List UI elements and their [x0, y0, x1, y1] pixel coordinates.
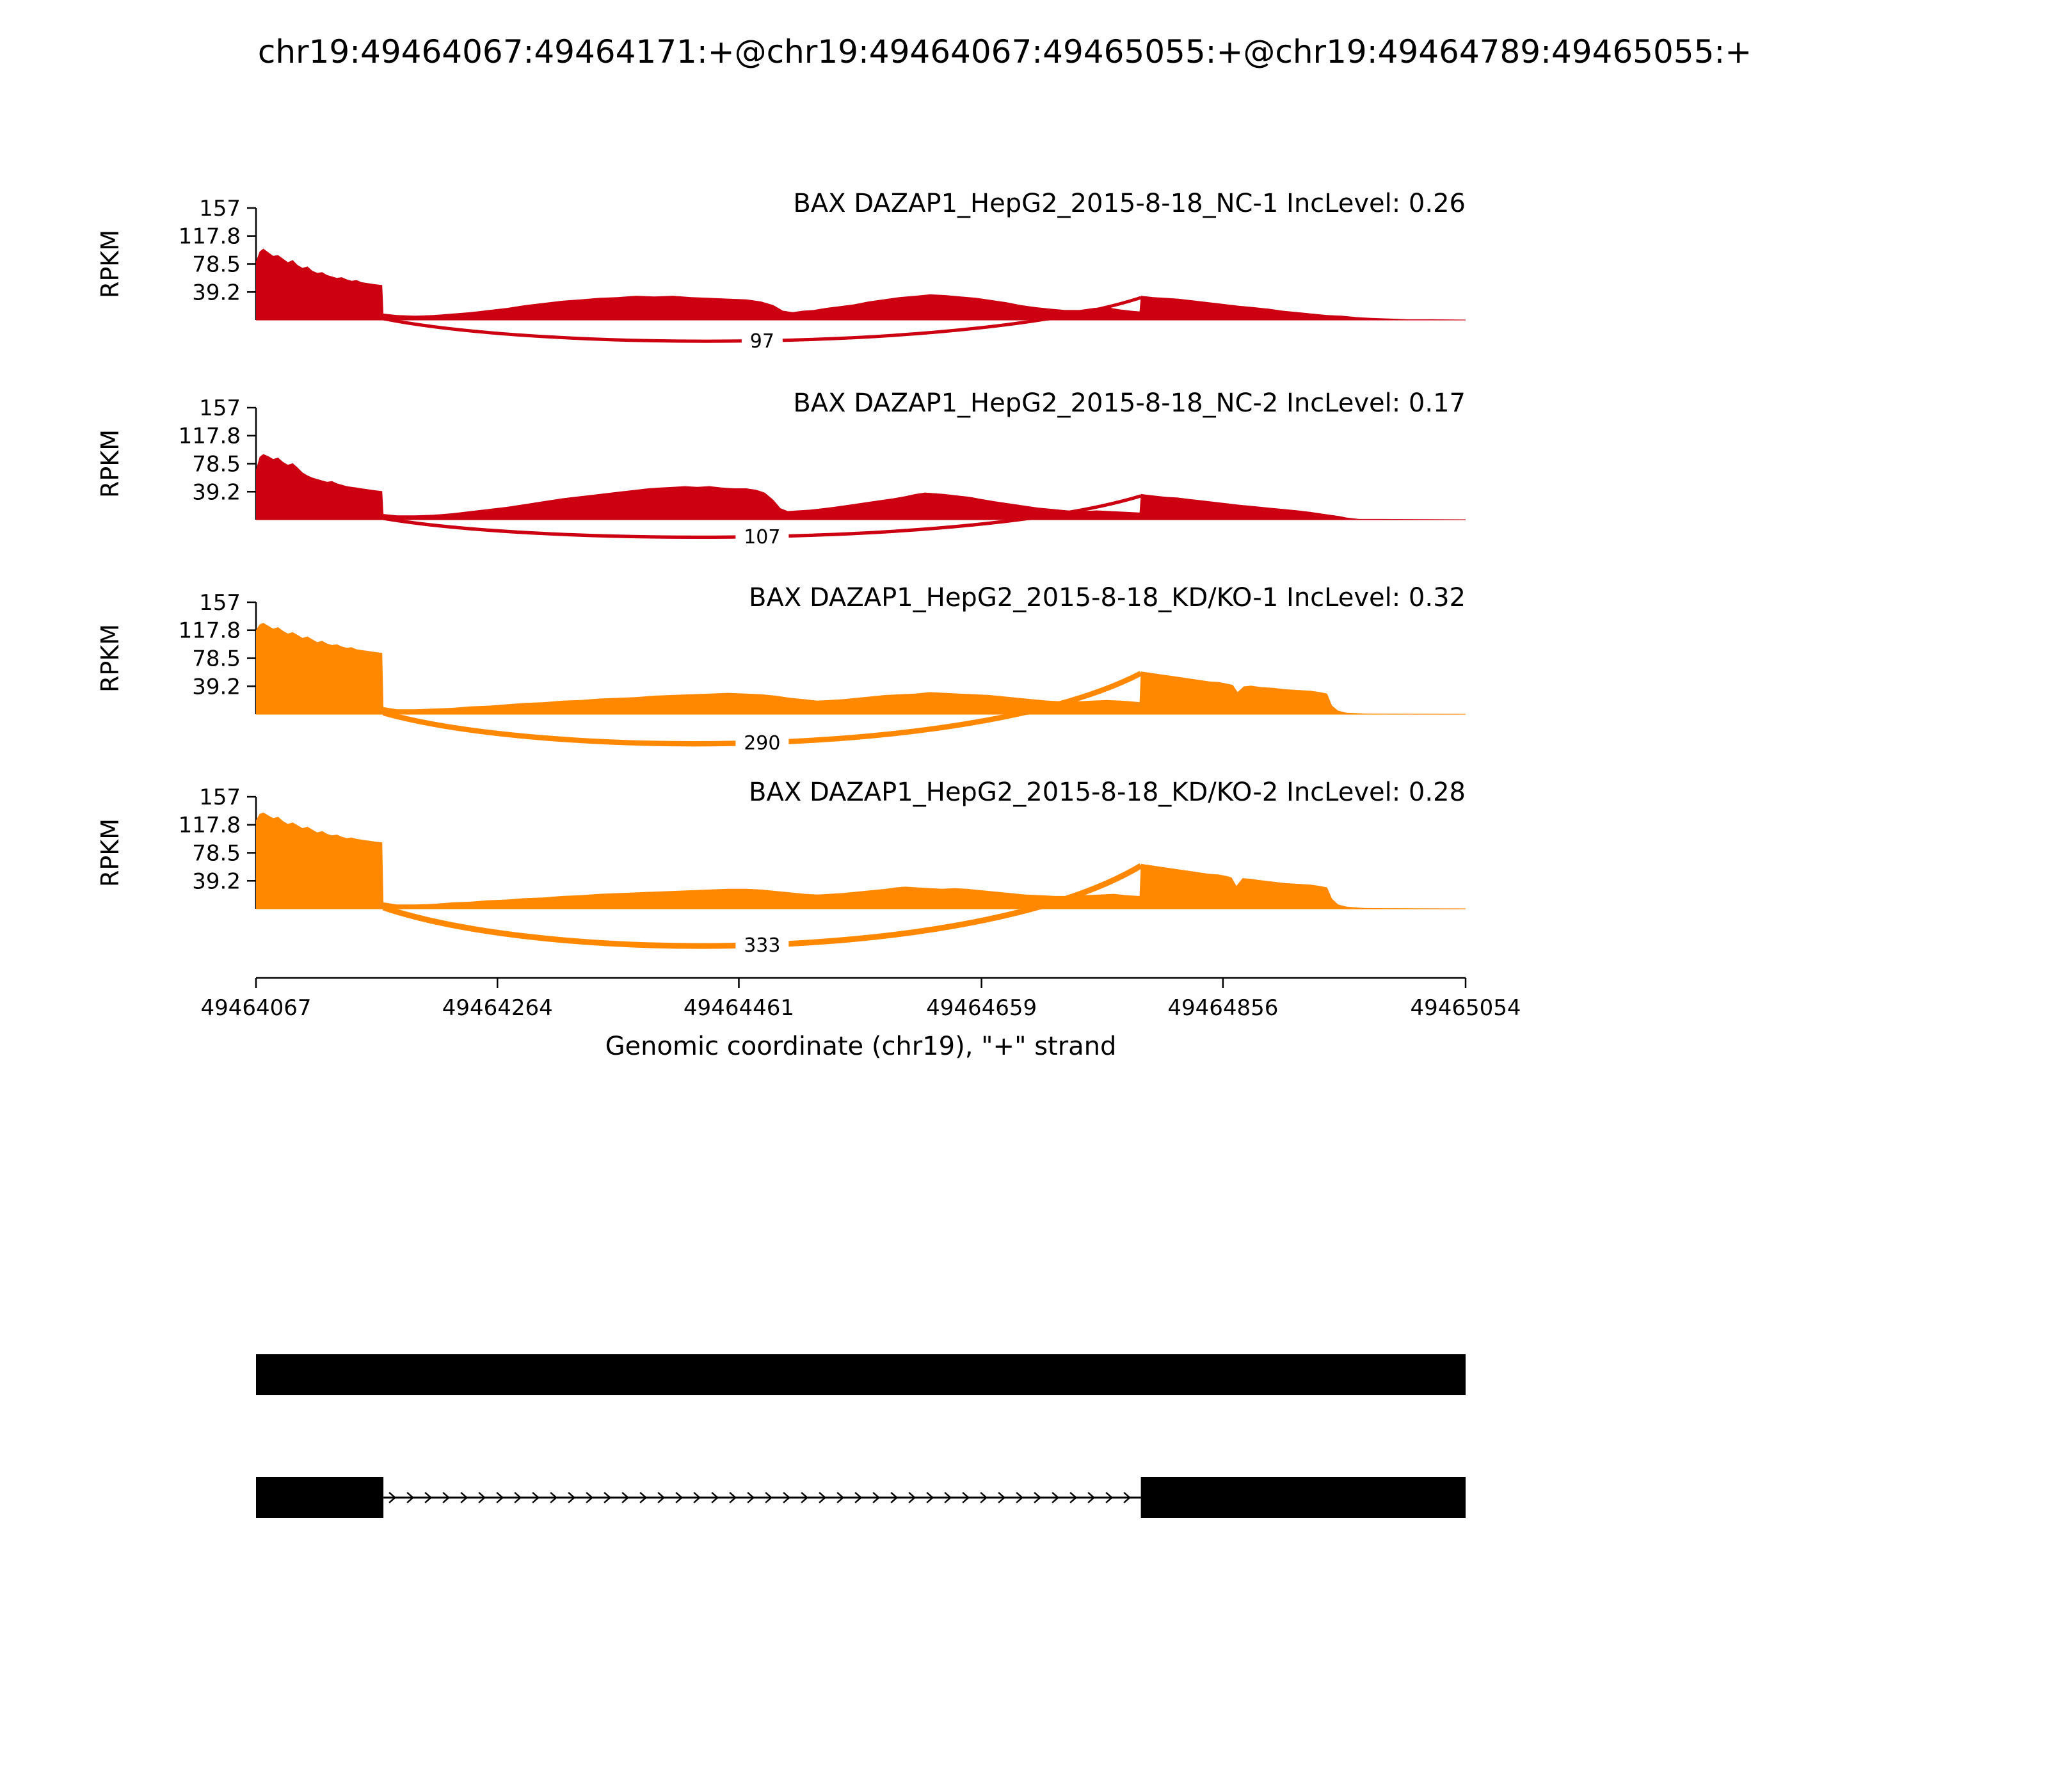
strand-arrow [442, 1492, 451, 1503]
strand-arrow [496, 1492, 504, 1503]
strand-arrow [980, 1492, 988, 1503]
strand-arrow [1069, 1492, 1078, 1503]
junction-count: 333 [744, 934, 780, 957]
strand-arrow [406, 1492, 415, 1503]
strand-arrow [657, 1492, 666, 1503]
y-axis-title: RPKM [96, 230, 124, 298]
strand-arrow [836, 1492, 845, 1503]
y-tick-label: 117.8 [179, 813, 241, 838]
y-tick-label: 157 [199, 785, 241, 810]
x-tick-label: 49465054 [1410, 995, 1521, 1021]
y-tick-label: 78.5 [192, 452, 241, 477]
strand-arrow [532, 1492, 540, 1503]
strand-arrow [586, 1492, 594, 1503]
junction-count: 97 [750, 330, 774, 353]
y-axis-title: RPKM [96, 429, 124, 498]
strand-arrow [675, 1492, 684, 1503]
track-1: 157 117.878.539.2 RPKM 97 BAX DAZAP1_HepG2_2… [96, 189, 1466, 353]
y-tick-label: 39.2 [192, 868, 241, 894]
y-tick-label: 78.5 [192, 841, 241, 867]
strand-arrow [639, 1492, 648, 1503]
strand-arrow [1052, 1492, 1060, 1503]
x-tick-label: 49464264 [442, 995, 553, 1021]
y-tick-label: 39.2 [192, 479, 241, 505]
track-label: BAX DAZAP1_HepG2_2015-8-18_NC-2 IncLevel… [793, 388, 1466, 418]
x-tick-label: 49464067 [200, 995, 311, 1021]
strand-arrow [908, 1492, 916, 1503]
track-label: BAX DAZAP1_HepG2_2015-8-18_KD/KO-1 IncLe… [749, 583, 1466, 612]
track-label: BAX DAZAP1_HepG2_2015-8-18_NC-1 IncLevel… [793, 189, 1466, 218]
strand-arrow [460, 1492, 468, 1503]
exon-rect [1140, 1477, 1466, 1518]
y-tick-label: 117.8 [179, 424, 241, 449]
junction-count-box [741, 328, 783, 353]
junction-count: 107 [744, 526, 780, 548]
strand-arrow [478, 1492, 486, 1503]
isoform-2 [256, 1477, 1466, 1518]
strand-arrow [926, 1492, 934, 1503]
junction-count-box [735, 730, 789, 755]
isoform-1 [256, 1354, 1466, 1395]
strand-arrow [621, 1492, 630, 1503]
strand-arrow [801, 1492, 809, 1503]
strand-arrow [783, 1492, 791, 1503]
track-2: 157 117.8 78.539.2 RPKM 107 BAX DAZAP1_HepG2_… [96, 388, 1466, 549]
x-tick-label: 49464659 [926, 995, 1037, 1021]
strand-arrow [1087, 1492, 1096, 1503]
y-axis-title: RPKM [96, 624, 124, 692]
plot-title: chr19:49464067:49464171:+@chr19:49464067… [258, 33, 1752, 70]
strand-arrow [424, 1492, 433, 1503]
strand-arrow [711, 1492, 719, 1503]
strand-arrow [729, 1492, 737, 1503]
strand-arrow [693, 1492, 701, 1503]
strand-arrow [872, 1492, 881, 1503]
exon-rect [256, 1477, 384, 1518]
y-tick-label: 157 [199, 396, 241, 421]
strand-arrow [890, 1492, 899, 1503]
strand-arrow [1123, 1492, 1132, 1503]
strand-arrow [747, 1492, 755, 1503]
junction-count-box [735, 932, 789, 957]
junction-count: 290 [744, 732, 780, 755]
y-tick-label: 78.5 [192, 646, 241, 672]
track-4: 157 117.8 78.539.2 RPKM 333 BAX DAZAP1_HepG2_… [96, 778, 1466, 957]
strand-arrow [854, 1492, 863, 1503]
exon-rect [256, 1354, 1466, 1395]
track-label: BAX DAZAP1_HepG2_2015-8-18_KD/KO-2 IncLe… [749, 778, 1466, 807]
strand-arrow [765, 1492, 773, 1503]
strand-arrow [388, 1492, 397, 1503]
coverage-area [256, 623, 1466, 714]
x-axis: 49464067 49464264 49464461 49464659 49464856… [200, 977, 1521, 1021]
coverage-area [256, 812, 1466, 909]
strand-arrow [944, 1492, 952, 1503]
y-axis-title: RPKM [96, 819, 124, 887]
y-tick-label: 78.5 [192, 252, 241, 278]
strand-arrow [1105, 1492, 1114, 1503]
y-tick-label: 39.2 [192, 280, 241, 305]
strand-arrow [1016, 1492, 1024, 1503]
y-tick-label: 117.8 [179, 224, 241, 250]
coverage-area [256, 248, 1466, 320]
y-tick-label: 39.2 [192, 674, 241, 700]
gene-model [256, 1354, 1466, 1518]
strand-arrow [514, 1492, 522, 1503]
coverage-area [256, 454, 1466, 520]
x-axis-title: Genomic coordinate (chr19), "+" strand [605, 1032, 1117, 1061]
strand-arrow [568, 1492, 576, 1503]
strand-arrow [998, 1492, 1006, 1503]
strand-arrow [962, 1492, 970, 1503]
strand-arrow [604, 1492, 612, 1503]
strand-arrow [1034, 1492, 1042, 1503]
strand-arrow [819, 1492, 827, 1503]
x-tick-label: 49464856 [1167, 995, 1278, 1021]
x-tick-label: 49464461 [684, 995, 794, 1021]
junction-count-box [735, 524, 789, 549]
strand-arrow [550, 1492, 558, 1503]
y-tick-label: 157 [199, 196, 241, 221]
y-tick-label: 117.8 [179, 618, 241, 644]
y-tick-label: 157 [199, 590, 241, 616]
